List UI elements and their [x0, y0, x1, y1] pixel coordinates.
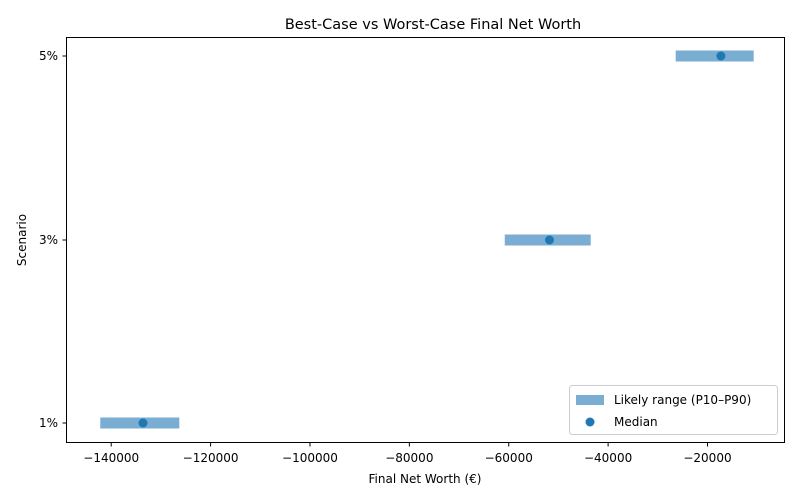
x-tick-label: −40000	[584, 451, 632, 465]
y-tick-label: 5%	[39, 49, 58, 63]
legend-range-label: Likely range (P10–P90)	[614, 393, 751, 407]
x-axis-ticks: −140000 −120000 −100000 −80000 −60000 −40000 −…	[83, 442, 732, 465]
plot-area-frame	[66, 37, 785, 443]
x-tick-label: −120000	[183, 451, 239, 465]
median-point	[544, 235, 554, 245]
x-tick-label: −100000	[282, 451, 338, 465]
y-axis-ticks: 1% 3% 5%	[39, 49, 67, 430]
y-tick-label: 1%	[39, 416, 58, 430]
x-tick-label: −60000	[485, 451, 533, 465]
x-axis-label: Final Net Worth (€)	[369, 472, 482, 486]
x-tick-label: −80000	[385, 451, 433, 465]
range-bar	[675, 50, 754, 62]
legend-median-label: Median	[614, 415, 658, 429]
legend: Likely range (P10–P90) Median	[569, 385, 778, 435]
x-tick-label: −20000	[683, 451, 731, 465]
legend-range-swatch	[576, 395, 604, 405]
legend-box	[569, 385, 778, 435]
median-point	[716, 51, 726, 61]
median-point	[138, 418, 148, 428]
y-axis-label: Scenario	[15, 214, 29, 266]
y-tick-label: 3%	[39, 233, 58, 247]
legend-median-marker	[585, 417, 595, 427]
range-bars	[100, 50, 754, 429]
chart-title: Best-Case vs Worst-Case Final Net Worth	[285, 17, 581, 33]
x-tick-label: −140000	[83, 451, 139, 465]
median-points	[138, 51, 726, 428]
